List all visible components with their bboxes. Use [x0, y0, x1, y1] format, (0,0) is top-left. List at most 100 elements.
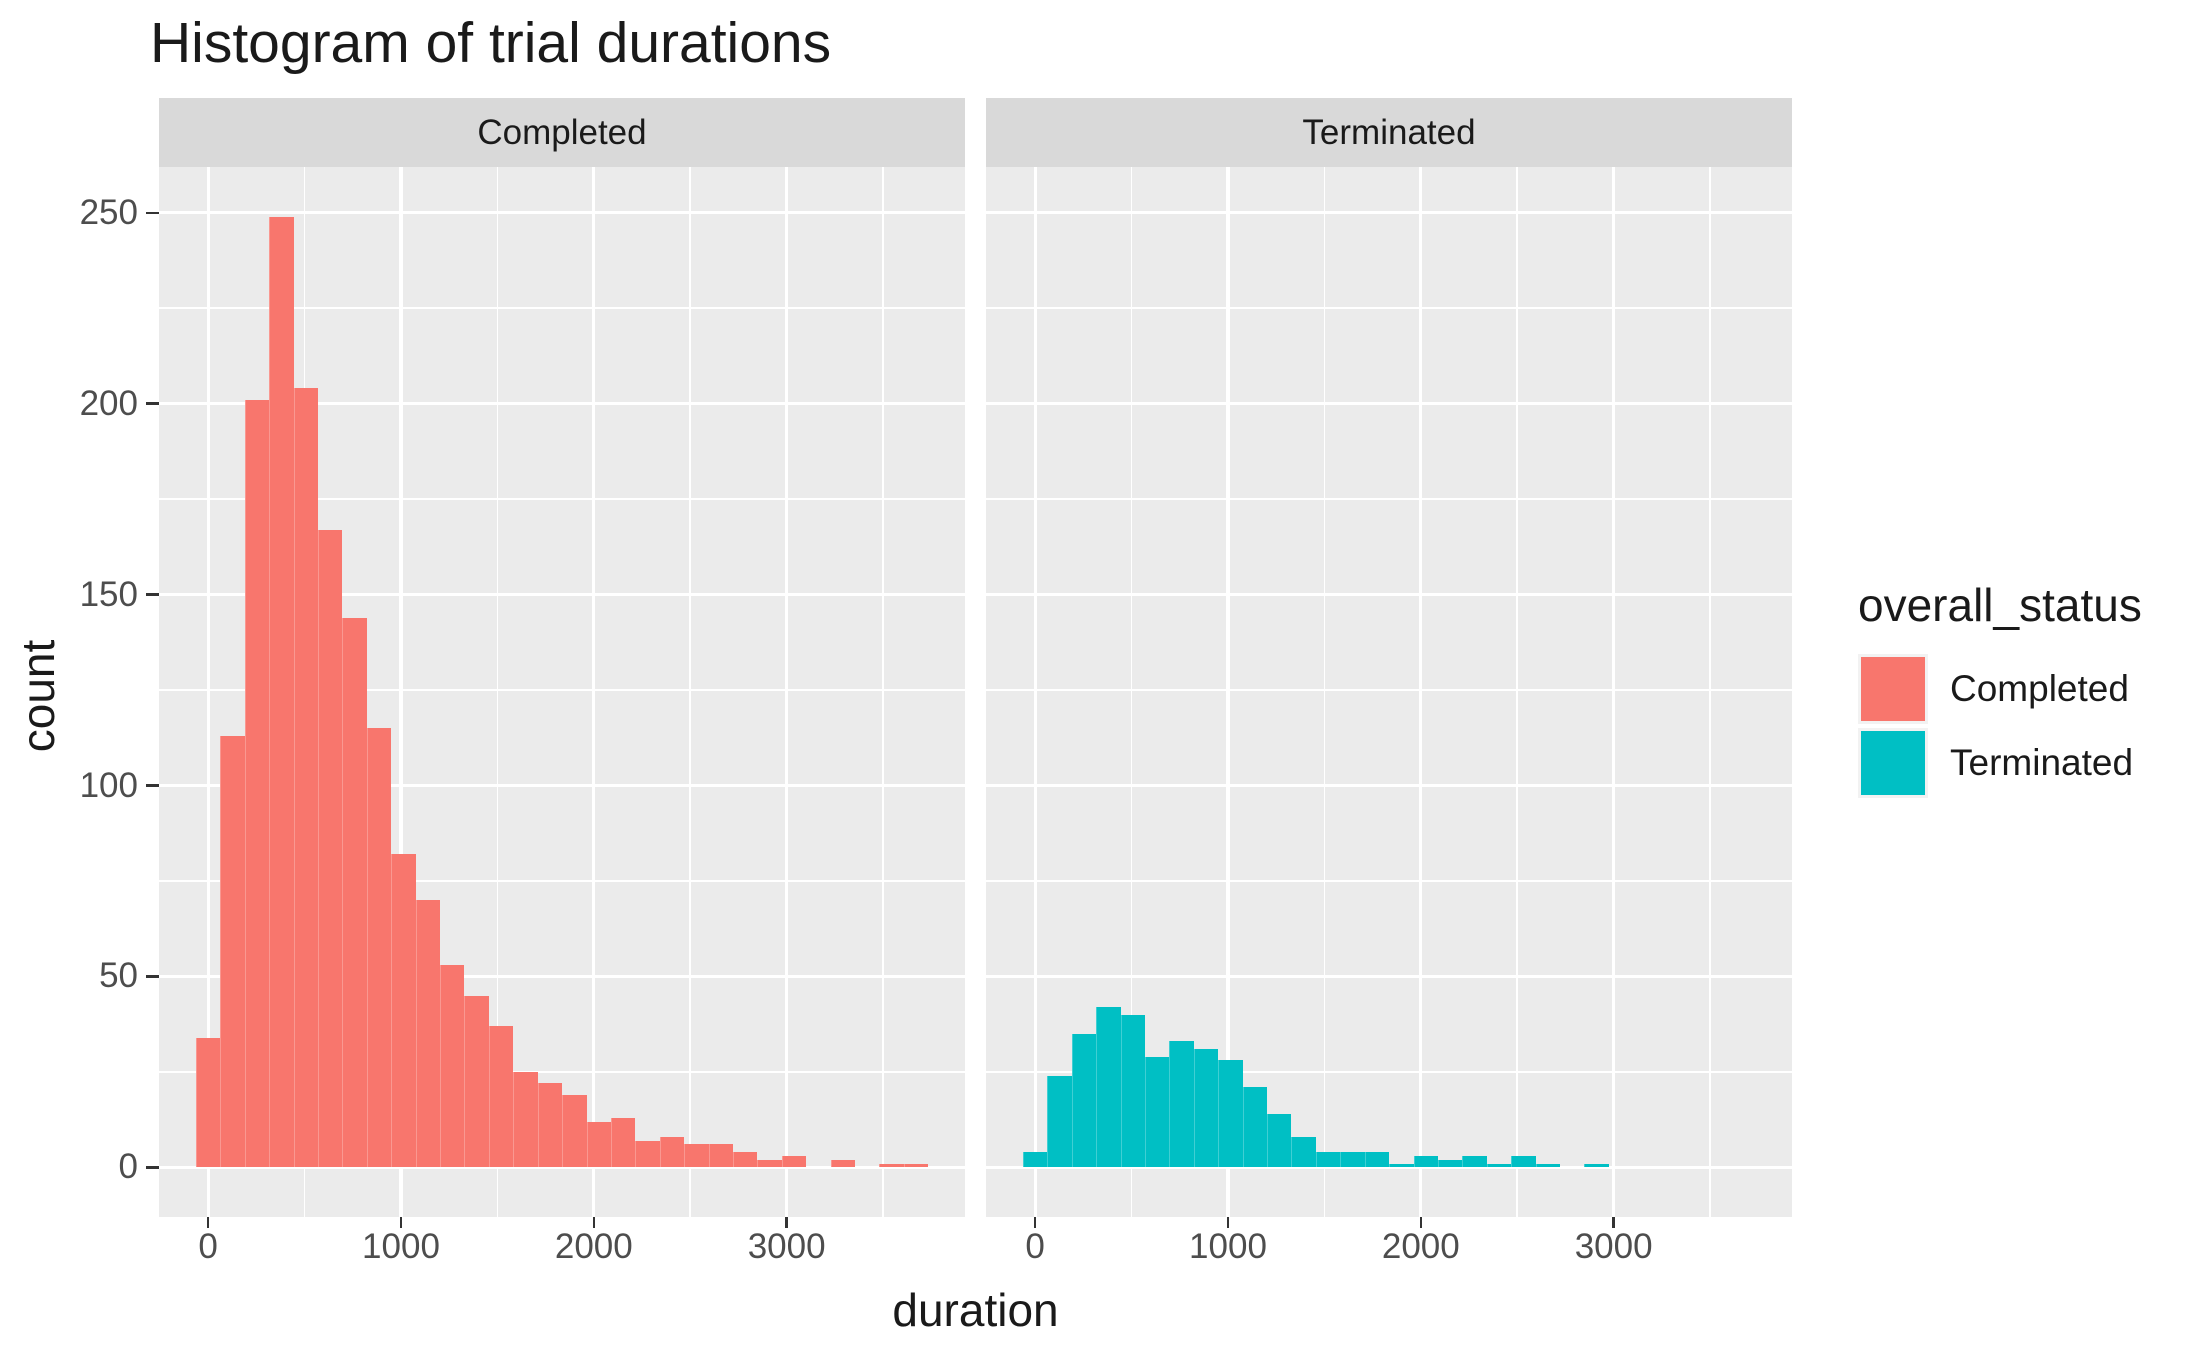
- facet-strip-terminated: Terminated: [986, 98, 1792, 167]
- y-tick-label: 250: [79, 192, 138, 232]
- bar-completed-bin0: [195, 1037, 221, 1168]
- gridline-x-major: [399, 167, 403, 1217]
- x-tick-label: 0: [1025, 1227, 1045, 1266]
- gridline-y-minor: [159, 307, 965, 310]
- bar-completed-bin4: [293, 388, 319, 1168]
- bar-completed-bin26: [830, 1159, 856, 1168]
- gridline-y-major: [986, 593, 1792, 597]
- legend-swatch-terminated: [1861, 731, 1925, 795]
- facet-strip-label-completed: Completed: [477, 112, 647, 152]
- x-tick-mark: [1226, 1217, 1230, 1228]
- gridline-y-minor: [986, 307, 1792, 310]
- bar-terminated-bin1: [1047, 1075, 1072, 1168]
- bar-terminated-bin7: [1193, 1049, 1219, 1168]
- x-tick-label: 0: [198, 1227, 218, 1266]
- gridline-x-major: [592, 167, 596, 1217]
- bar-completed-bin3: [269, 216, 294, 1168]
- gridline-y-major: [159, 974, 965, 979]
- gridline-x-minor: [1130, 167, 1133, 1217]
- x-tick-label: 3000: [747, 1227, 826, 1266]
- gridline-y-minor: [159, 1071, 965, 1073]
- bar-completed-bin15: [562, 1094, 587, 1168]
- bar-terminated-bin16: [1413, 1155, 1438, 1168]
- bar-completed-bin8: [391, 854, 416, 1168]
- gridline-x-major: [1226, 167, 1230, 1217]
- bar-terminated-bin0: [1022, 1152, 1048, 1168]
- bar-completed-bin16: [586, 1121, 611, 1168]
- gridline-x-major: [1419, 167, 1423, 1217]
- y-tick-mark: [146, 593, 159, 596]
- bar-completed-bin12: [488, 1026, 514, 1168]
- y-tick-label: 50: [99, 956, 138, 996]
- y-tick-label: 100: [79, 765, 138, 805]
- bar-terminated-bin8: [1218, 1060, 1243, 1168]
- bar-completed-bin11: [464, 995, 489, 1168]
- gridline-y-minor: [986, 498, 1792, 500]
- gridline-y-minor: [159, 689, 965, 691]
- bar-terminated-bin15: [1389, 1163, 1414, 1168]
- bar-terminated-bin12: [1315, 1152, 1341, 1168]
- gridline-x-minor: [689, 167, 692, 1217]
- x-tick-mark: [206, 1217, 210, 1228]
- bar-completed-bin2: [244, 399, 270, 1168]
- legend-item-terminated: Terminated: [1858, 728, 2187, 798]
- bar-completed-bin13: [513, 1071, 538, 1168]
- gridline-y-minor: [159, 880, 965, 882]
- bar-completed-bin19: [659, 1136, 685, 1168]
- bar-terminated-bin18: [1462, 1155, 1487, 1168]
- bar-completed-bin5: [318, 529, 343, 1168]
- bar-completed-bin23: [757, 1159, 782, 1168]
- bar-completed-bin21: [708, 1144, 733, 1168]
- x-tick-mark: [1612, 1217, 1615, 1228]
- legend-label: Terminated: [1950, 742, 2134, 783]
- bar-completed-bin9: [415, 900, 441, 1168]
- y-tick-mark: [146, 784, 159, 787]
- bar-terminated-bin21: [1535, 1163, 1560, 1168]
- x-tick-label: 1000: [362, 1227, 440, 1266]
- gridline-x-minor: [1516, 167, 1519, 1217]
- gridline-x-minor: [882, 167, 884, 1217]
- bar-completed-bin28: [879, 1163, 904, 1168]
- legend-item-completed: Completed: [1858, 654, 2187, 724]
- bar-terminated-bin5: [1145, 1056, 1170, 1168]
- x-tick-label: 3000: [1574, 1227, 1653, 1266]
- x-tick-mark: [399, 1217, 403, 1228]
- bar-completed-bin20: [684, 1144, 709, 1168]
- gridline-y-minor: [159, 498, 965, 500]
- bar-completed-bin10: [440, 965, 465, 1168]
- legend-key: [1858, 728, 1928, 798]
- gridline-y-major: [986, 974, 1792, 979]
- bar-terminated-bin20: [1511, 1155, 1536, 1168]
- y-tick-mark: [146, 975, 159, 978]
- y-tick-mark: [146, 402, 159, 405]
- legend-swatch-completed: [1861, 657, 1925, 721]
- bar-completed-bin14: [537, 1083, 563, 1168]
- x-tick-label: 1000: [1189, 1227, 1267, 1266]
- y-tick-mark: [146, 1166, 159, 1169]
- x-tick-mark: [1033, 1217, 1037, 1228]
- gridline-y-minor: [986, 689, 1792, 691]
- gridline-y-major: [986, 783, 1792, 788]
- y-tick-mark: [146, 211, 159, 215]
- gridline-y-major: [159, 593, 965, 597]
- panel-terminated: [986, 167, 1792, 1217]
- gridline-y-major: [159, 402, 965, 406]
- bar-terminated-bin4: [1120, 1014, 1146, 1168]
- legend-key: [1858, 654, 1928, 724]
- bar-terminated-bin6: [1169, 1041, 1194, 1168]
- bar-terminated-bin17: [1437, 1159, 1463, 1168]
- legend-title: overall_status: [1858, 579, 2142, 631]
- bar-terminated-bin11: [1291, 1136, 1316, 1168]
- bar-terminated-bin3: [1096, 1007, 1121, 1168]
- bar-terminated-bin19: [1486, 1163, 1512, 1168]
- gridline-y-minor: [986, 1071, 1792, 1073]
- gridline-x-major: [1612, 167, 1616, 1217]
- x-tick-label: 2000: [554, 1227, 633, 1266]
- chart-title: Histogram of trial durations: [150, 11, 832, 75]
- gridline-y-minor: [986, 880, 1792, 882]
- y-tick-label: 0: [118, 1147, 138, 1187]
- facet-strip-label-terminated: Terminated: [1302, 112, 1476, 152]
- bar-completed-bin7: [366, 728, 392, 1168]
- facet-strip-completed: Completed: [159, 98, 965, 167]
- bar-completed-bin22: [733, 1152, 758, 1168]
